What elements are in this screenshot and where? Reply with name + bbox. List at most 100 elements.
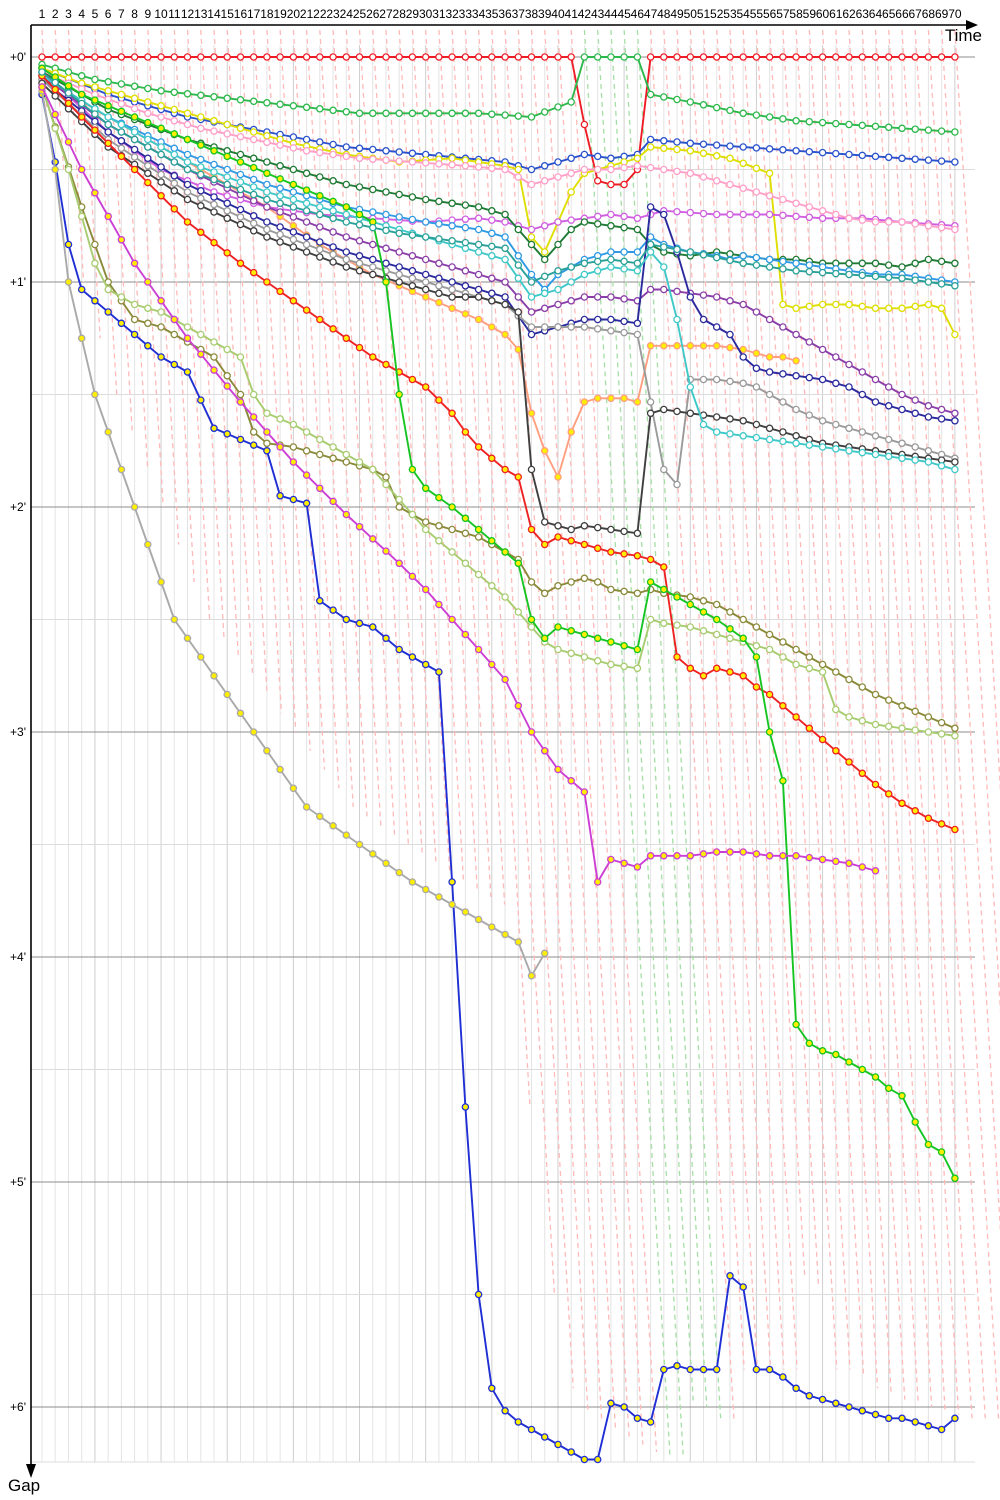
series-marker-sky-blue <box>421 218 430 226</box>
series-marker-green-diver <box>183 135 192 144</box>
time-slot-dashline <box>795 29 879 1389</box>
series-marker-blue-diver <box>567 1448 575 1456</box>
series-marker-navy <box>461 282 470 290</box>
series-marker-gray <box>898 439 906 448</box>
x-tick-label: 7 <box>118 7 125 21</box>
series-marker-olive <box>779 638 787 646</box>
series-marker-blue-diver <box>382 634 390 643</box>
series-marker-teal <box>38 68 46 76</box>
series-marker-blue-medium <box>951 158 959 166</box>
series-marker-leader-red <box>369 53 377 61</box>
series-marker-teal <box>249 190 258 199</box>
series-marker-blue-medium <box>871 152 880 161</box>
series-marker-pink <box>488 164 496 173</box>
x-tick-label: 23 <box>326 7 340 21</box>
series-marker-leader-red <box>51 53 59 61</box>
series-marker-purple <box>951 409 959 418</box>
series-marker-leader-red <box>924 53 933 61</box>
series-marker-navy <box>686 293 695 301</box>
series-marker-green-rival <box>673 95 681 104</box>
series-marker-magenta-2 <box>51 110 59 119</box>
series-marker-green-rival <box>951 128 959 136</box>
series-marker-gray-dnf <box>329 822 337 830</box>
series-marker-dark-gray <box>765 424 774 433</box>
series-marker-teal <box>832 269 840 278</box>
series-marker-dark-gray <box>580 522 589 530</box>
series-marker-gray-dnf <box>527 972 536 980</box>
series-marker-sky-blue <box>752 253 761 262</box>
series-marker-gray-dnf <box>514 938 523 946</box>
series-marker-teal <box>144 143 152 151</box>
series-marker-dark-gray <box>567 525 575 534</box>
series-marker-magenta-2 <box>130 259 139 268</box>
series-marker-dark-gray <box>408 282 417 290</box>
time-slot-dashline <box>200 29 240 658</box>
series-marker-yellow <box>660 144 668 153</box>
series-marker-green-rival <box>699 101 708 109</box>
series-marker-navy <box>316 238 324 246</box>
series-marker-magenta-2 <box>686 852 695 860</box>
series-marker-gray <box>832 420 840 429</box>
x-tick-label: 11 <box>168 7 181 21</box>
series-marker-leader-red <box>805 53 814 61</box>
series-marker-teal <box>170 158 179 166</box>
series-marker-olive <box>342 458 351 466</box>
series-marker-yellow <box>832 300 840 309</box>
series-marker-blue-diver <box>805 1392 814 1400</box>
series-marker-orchid <box>765 210 774 219</box>
series-marker-green-diver <box>289 180 298 189</box>
series-marker-olive <box>924 713 933 721</box>
series-marker-olive <box>937 718 946 727</box>
series-marker-blue-diver <box>871 1410 880 1419</box>
time-slot-dashline <box>147 29 180 545</box>
series-marker-teal <box>382 226 390 235</box>
series-marker-pink <box>633 162 642 170</box>
series-marker-blue-diver <box>197 396 205 404</box>
series-marker-gray <box>871 432 880 440</box>
series-marker-olive <box>739 615 747 624</box>
series-marker-leader-red <box>263 53 271 61</box>
series-marker-gray <box>263 225 271 234</box>
series-marker-green-rival <box>567 98 575 106</box>
series-marker-pink <box>620 163 628 172</box>
series-marker-gray <box>421 278 430 286</box>
series-marker-blue-medium <box>567 154 575 163</box>
series-marker-blue-medium <box>646 135 655 144</box>
time-slot-dashline <box>888 29 973 1419</box>
series-marker-blue-medium <box>408 149 417 158</box>
series-marker-light-green <box>752 642 761 650</box>
series-marker-yellow <box>924 300 933 309</box>
series-marker-purple <box>435 259 443 268</box>
series-marker-teal <box>316 210 324 219</box>
series-marker-green-rival <box>408 109 417 118</box>
series-marker-olive <box>699 597 708 605</box>
x-tick-label: 21 <box>300 7 314 21</box>
series-marker-green-diver <box>395 390 403 399</box>
series-marker-forest-green <box>329 177 337 185</box>
series-marker-olive <box>395 503 403 511</box>
series-marker-leader-red <box>38 53 46 61</box>
series-marker-light-green <box>342 450 351 459</box>
time-slot-dashline <box>940 29 1000 1014</box>
series-marker-orchid <box>607 210 615 219</box>
series-marker-red-2 <box>289 297 298 305</box>
time-slot-dashline <box>570 29 658 1453</box>
series-marker-leader-red <box>951 53 959 61</box>
series-marker-turquoise <box>514 274 523 283</box>
series-marker-olive <box>540 589 549 598</box>
series-marker-teal <box>104 120 112 129</box>
series-marker-orchid <box>567 216 575 224</box>
series-marker-red-2 <box>157 192 165 200</box>
series-marker-red-2 <box>554 533 562 541</box>
y-axis-title: Gap <box>8 1476 41 1495</box>
x-tick-label: 16 <box>234 7 248 21</box>
series-marker-green-rival <box>845 120 853 129</box>
series-marker-blue-diver <box>249 441 258 449</box>
series-marker-navy <box>236 205 245 214</box>
series-marker-gray <box>593 325 602 333</box>
series-marker-red-2 <box>342 334 351 343</box>
series-marker-green-rival <box>249 97 258 106</box>
time-slot-dashline <box>133 29 164 508</box>
series-marker-blue-diver <box>832 1399 840 1408</box>
series-marker-yellow <box>739 159 747 168</box>
